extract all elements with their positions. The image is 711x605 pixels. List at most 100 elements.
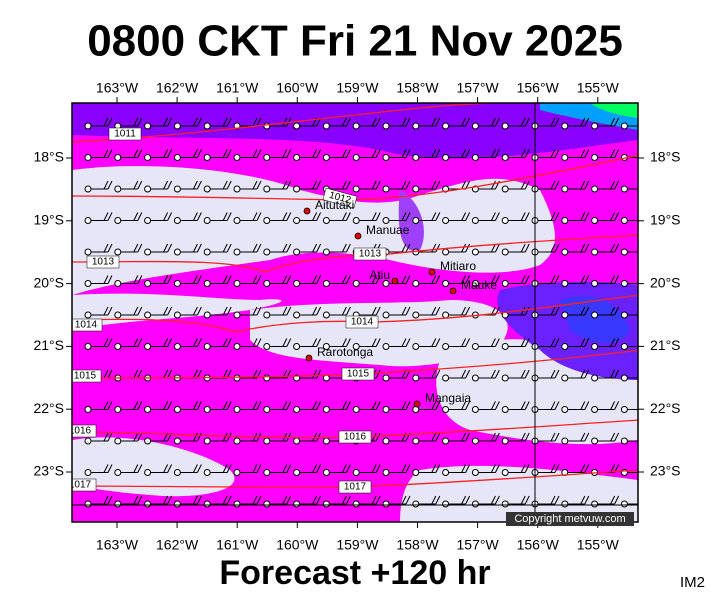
barb-feather bbox=[614, 212, 620, 221]
barb-feather bbox=[580, 243, 586, 253]
barb-feather bbox=[580, 306, 586, 316]
barb-feather bbox=[286, 243, 292, 253]
barb-feather bbox=[401, 401, 407, 410]
lon-label: 158°W bbox=[396, 80, 439, 96]
place-name: Mauke bbox=[461, 278, 497, 292]
barb-feather bbox=[133, 117, 139, 127]
barb-feather bbox=[316, 212, 322, 221]
barb-station bbox=[144, 122, 152, 130]
barb-feather bbox=[550, 117, 556, 127]
barb-feather bbox=[196, 401, 202, 410]
barb-feather bbox=[610, 495, 616, 505]
barb-feather bbox=[371, 495, 377, 505]
barb-feather bbox=[494, 464, 500, 473]
barb-station bbox=[263, 343, 271, 350]
barb-feather bbox=[133, 495, 139, 505]
barb-feather bbox=[405, 464, 411, 473]
lat-label: 23°S bbox=[33, 463, 64, 479]
barb-feather bbox=[282, 338, 288, 347]
barb-station bbox=[501, 248, 509, 256]
barb-feather bbox=[163, 495, 169, 505]
lon-label: 162°W bbox=[156, 80, 199, 96]
barb-feather bbox=[286, 464, 292, 473]
barb-feather bbox=[341, 275, 347, 284]
barb-feather bbox=[107, 275, 113, 284]
barb-station bbox=[263, 406, 271, 413]
barb-feather bbox=[345, 306, 351, 316]
barb-feather bbox=[341, 149, 347, 158]
title: 0800 CKT Fri 21 Nov 2025 bbox=[87, 17, 623, 66]
barb-station bbox=[382, 406, 390, 413]
barb-feather bbox=[192, 243, 198, 253]
barb-station bbox=[442, 406, 450, 413]
barb-feather bbox=[375, 212, 381, 221]
barb-feather bbox=[196, 369, 202, 379]
barb-feather bbox=[554, 495, 560, 505]
barb-feather bbox=[461, 495, 467, 505]
barb-feather bbox=[461, 306, 467, 316]
barb-station bbox=[591, 248, 599, 256]
barb-station bbox=[561, 500, 569, 508]
barb-station bbox=[173, 343, 181, 350]
barb-feather bbox=[107, 464, 113, 473]
barb-feather bbox=[375, 432, 381, 442]
barb-feather bbox=[286, 275, 292, 284]
barb-station bbox=[471, 374, 479, 382]
barb-feather bbox=[401, 495, 407, 505]
barb-feather bbox=[163, 464, 169, 473]
barb-feather bbox=[490, 495, 496, 505]
barb-station bbox=[382, 185, 390, 193]
barb-feather bbox=[256, 212, 262, 221]
barb-feather bbox=[405, 149, 411, 158]
barb-feather bbox=[614, 432, 620, 442]
barb-feather bbox=[163, 401, 169, 410]
barb-station bbox=[471, 154, 479, 161]
barb-feather bbox=[286, 495, 292, 505]
isobar-label: 1016 bbox=[338, 430, 372, 444]
barb-station bbox=[144, 406, 152, 413]
barb-feather bbox=[345, 495, 351, 505]
barb-station bbox=[173, 154, 181, 161]
barb-feather bbox=[226, 180, 232, 190]
barb-station bbox=[203, 280, 211, 287]
barb-feather bbox=[431, 212, 437, 221]
barb-feather bbox=[192, 180, 198, 190]
barb-feather bbox=[584, 369, 590, 379]
barb-station bbox=[561, 311, 569, 319]
barb-station bbox=[233, 469, 241, 476]
lon-label: 155°W bbox=[577, 80, 620, 96]
barb-station bbox=[412, 122, 420, 130]
barb-station bbox=[173, 185, 181, 193]
barb-feather bbox=[196, 464, 202, 473]
barb-station bbox=[84, 217, 92, 224]
barb-feather bbox=[192, 495, 198, 505]
barb-station bbox=[203, 437, 211, 445]
barb-feather bbox=[580, 495, 586, 505]
barb-feather bbox=[490, 117, 496, 127]
barb-station bbox=[412, 311, 420, 319]
barb-feather bbox=[490, 464, 496, 473]
barb-station bbox=[114, 406, 122, 413]
barb-station bbox=[352, 154, 360, 161]
barb-feather bbox=[490, 275, 496, 284]
barb-feather bbox=[192, 117, 198, 127]
barb-station bbox=[263, 122, 271, 130]
forecast-label: Forecast +120 hr bbox=[219, 554, 490, 592]
barb-feather bbox=[405, 495, 411, 505]
field-light bbox=[400, 465, 638, 522]
barb-feather bbox=[133, 401, 139, 410]
barb-feather bbox=[375, 495, 381, 505]
barb-feather bbox=[282, 275, 288, 284]
barb-feather bbox=[435, 369, 441, 379]
barb-feather bbox=[375, 180, 381, 190]
barb-feather bbox=[405, 212, 411, 221]
barb-station bbox=[293, 311, 301, 319]
barb-feather bbox=[107, 306, 113, 316]
barb-feather bbox=[252, 401, 258, 410]
barb-feather bbox=[431, 338, 437, 347]
barb-feather bbox=[222, 495, 228, 505]
place-name: Aitutaki bbox=[315, 198, 354, 212]
barb-station bbox=[591, 311, 599, 319]
barb-station bbox=[203, 500, 211, 508]
barb-feather bbox=[196, 117, 202, 127]
